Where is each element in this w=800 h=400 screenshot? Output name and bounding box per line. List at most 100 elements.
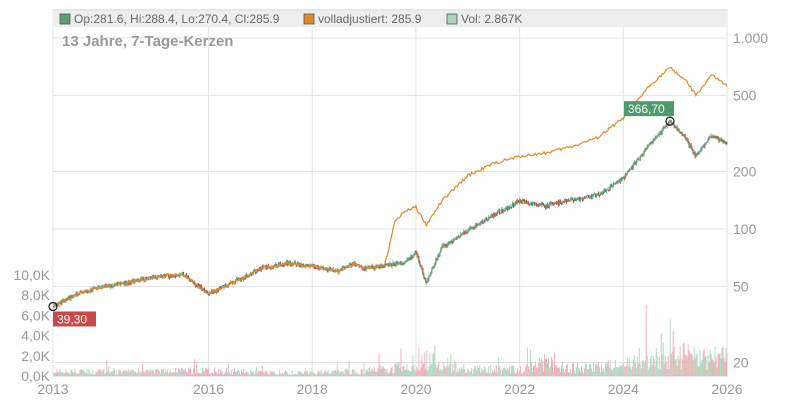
volume-bar (432, 354, 434, 376)
volume-bar (141, 371, 143, 376)
volume-bar (693, 346, 695, 376)
volume-bar (702, 351, 704, 376)
volume-bar (521, 373, 523, 376)
volume-bar (459, 367, 461, 376)
volume-bar (338, 371, 340, 376)
volume-bar (589, 364, 591, 376)
volume-bar (201, 372, 203, 376)
volume-bar (348, 360, 350, 376)
volume-bar (130, 369, 132, 376)
volume-bar (603, 372, 605, 376)
volume-bar (649, 357, 651, 376)
volume-bar (320, 369, 322, 376)
volume-bar (157, 368, 159, 376)
volume-bar (363, 363, 365, 376)
candle-body (301, 263, 303, 267)
candle-body (452, 242, 454, 243)
volume-bar (502, 370, 504, 376)
volume-bar (519, 371, 521, 376)
volume-bar (476, 370, 478, 376)
volume-bar (232, 374, 233, 376)
candle-body (272, 266, 274, 269)
volume-bar (474, 366, 476, 376)
candle-body (83, 291, 85, 293)
candle-body (541, 203, 543, 205)
candle-body (587, 195, 589, 198)
volume-bar (312, 372, 314, 376)
volume-bar (487, 372, 489, 376)
candle-body (503, 210, 505, 212)
candle-body (394, 264, 396, 266)
candle-body (605, 190, 607, 192)
volume-bar (384, 369, 386, 376)
volume-bar (525, 367, 527, 376)
price-tick-label: 200 (733, 163, 757, 179)
volume-bar (351, 369, 353, 376)
volume-bar (198, 372, 200, 376)
volume-bar (540, 362, 542, 376)
candle-body (223, 285, 225, 286)
volume-bar (523, 371, 525, 376)
volume-bar (85, 373, 87, 376)
candle-body (162, 276, 164, 278)
volume-bar (371, 368, 373, 376)
volume-bar (208, 367, 209, 376)
volume-bar (703, 348, 705, 376)
volume-bar (280, 374, 282, 376)
volume-bar (491, 372, 493, 376)
volume-bar (236, 371, 237, 376)
volume-bar (688, 350, 690, 376)
candle-body (387, 264, 389, 267)
volume-bar (657, 368, 659, 376)
volume-bar (668, 368, 670, 376)
volume-bar (202, 367, 204, 376)
volume-bar (125, 369, 127, 376)
volume-bar (160, 373, 162, 376)
volume-bar (87, 373, 89, 376)
volume-bar (577, 367, 579, 376)
volume-bar (480, 372, 482, 376)
candle-body (523, 199, 525, 201)
volume-bar (295, 374, 297, 376)
volume-bar (574, 373, 576, 376)
candle-body (466, 232, 468, 234)
volume-bar (565, 368, 566, 376)
volume-bar (614, 359, 616, 376)
volume-bar (352, 369, 354, 376)
volume-bar (138, 368, 140, 376)
volume-bar (143, 371, 145, 376)
volume-bar (216, 372, 217, 376)
adjusted-series-line (52, 66, 728, 308)
volume-bar (707, 355, 709, 376)
volume-bar (588, 364, 590, 376)
volume-bar (73, 372, 75, 376)
candle-body (581, 198, 583, 200)
volume-bar (188, 368, 190, 376)
volume-bar (701, 359, 703, 376)
candle-body (524, 200, 526, 202)
volume-bar (269, 370, 271, 376)
volume-bar (196, 361, 198, 376)
volume-bar (144, 372, 146, 376)
candle-body (416, 252, 418, 255)
volume-bar (237, 370, 238, 376)
volume-bar (60, 372, 62, 376)
volume-bar (303, 372, 305, 376)
volume-bar (206, 368, 207, 376)
volume-bar (385, 372, 387, 376)
volume-bar (463, 364, 465, 376)
volume-bar (634, 362, 636, 376)
volume-bar (256, 373, 258, 376)
candle-body (312, 264, 314, 266)
candle-body (608, 189, 610, 190)
volume-bar (107, 370, 109, 376)
candle-body (442, 244, 444, 247)
volume-bar (210, 373, 211, 376)
volume-bar (228, 363, 229, 376)
volume-bar (209, 374, 210, 376)
candle-body (278, 262, 280, 264)
candle-body (709, 137, 711, 139)
volume-bar (557, 367, 558, 376)
volume-bar (263, 373, 265, 376)
candle-body (701, 147, 703, 150)
